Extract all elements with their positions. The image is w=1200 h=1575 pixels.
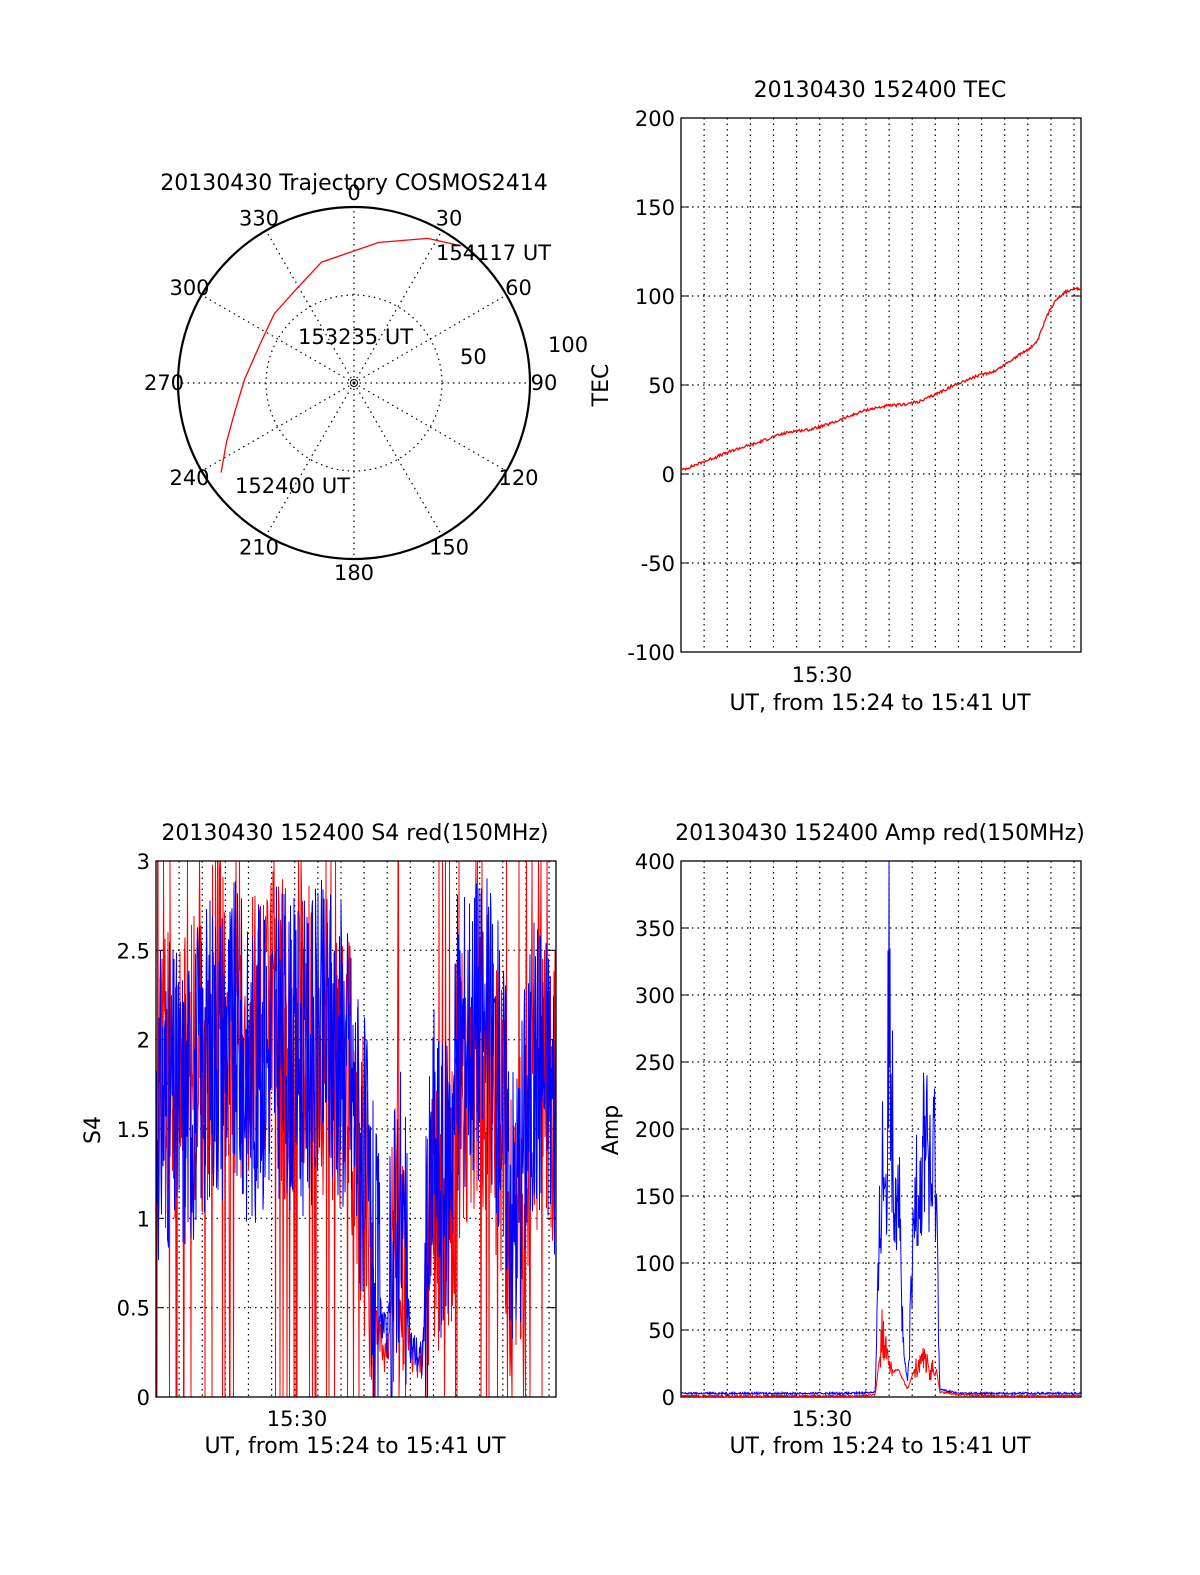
amp-ytick-label: 350 xyxy=(635,917,675,941)
tec-ytick-label: -50 xyxy=(641,552,675,576)
amp-xtick-label: 15:30 xyxy=(792,1407,853,1431)
polar-ring-label-100: 100 xyxy=(548,333,588,357)
tec-ytick-label: 50 xyxy=(648,374,675,398)
s4-xtick-label: 15:30 xyxy=(267,1407,328,1431)
polar-spoke xyxy=(353,382,507,472)
tec-ylabel: TEC xyxy=(589,364,614,408)
polar-azimuth-label: 240 xyxy=(169,466,209,490)
amp-ytick-label: 250 xyxy=(635,1051,675,1075)
tec-ytick-label: 150 xyxy=(635,196,675,220)
polar-spoke xyxy=(201,382,355,472)
amp-ytick-label: 50 xyxy=(648,1319,675,1343)
polar-spoke xyxy=(353,230,443,384)
polar-azimuth-label: 60 xyxy=(505,276,532,300)
polar-azimuth-label: 210 xyxy=(239,536,279,560)
polar-spoke xyxy=(201,294,355,384)
amp-ytick-label: 300 xyxy=(635,984,675,1008)
tec-panel: 20130430 152400 TEC -100-50050100150200 … xyxy=(589,78,1082,716)
polar-spoke xyxy=(265,230,355,384)
s4-ytick-labels: 0 0.5 1 1.5 2 2.5 3 xyxy=(117,850,150,1410)
polar-azimuth-label: 270 xyxy=(144,371,184,395)
s4-series-blue-line xyxy=(155,878,557,1398)
amp-series-red-line xyxy=(680,1309,1082,1399)
amp-panel: 20130430 152400 Amp red(150MHz) 0 50 100 15… xyxy=(599,821,1085,1459)
amp-ytick-label: 400 xyxy=(635,850,675,874)
amp-xlabel: UT, from 15:24 to 15:41 UT xyxy=(729,1434,1031,1459)
tec-plot-frame xyxy=(680,117,1082,653)
polar-title: 20130430 Trajectory COSMOS2414 xyxy=(160,171,547,196)
polar-time-label-end: 154117 UT xyxy=(436,241,551,265)
polar-azimuth-label: 300 xyxy=(169,276,209,300)
polar-azimuth-label: 330 xyxy=(239,207,279,231)
polar-spoke xyxy=(265,382,355,536)
polar-time-label-start: 152400 UT xyxy=(235,474,350,498)
amp-ytick-labels: 0 50 100 150 200 250 300 350 400 xyxy=(635,850,675,1410)
amp-series-blue-line xyxy=(680,860,1082,1397)
polar-spoke xyxy=(353,294,507,384)
tec-ytick-labels: -100 -50 0 50 100 150 200 xyxy=(627,107,675,665)
polar-ring-label-50: 50 xyxy=(460,345,487,369)
polar-trajectory-panel: 20130430 Trajectory COSMOS2414 0 30 60 90 12… xyxy=(144,171,588,585)
polar-azimuth-label: 180 xyxy=(334,561,374,585)
s4-ytick-label: 0.5 xyxy=(117,1297,150,1321)
amp-ytick-label: 100 xyxy=(635,1252,675,1276)
polar-outer-ring xyxy=(176,205,532,561)
polar-time-label-mid: 153235 UT xyxy=(298,325,413,349)
s4-series xyxy=(155,860,557,1398)
polar-azimuth-label: 150 xyxy=(429,536,469,560)
s4-xlabel: UT, from 15:24 to 15:41 UT xyxy=(204,1434,506,1459)
amp-ytick-label: 200 xyxy=(635,1118,675,1142)
polar-spoke xyxy=(353,382,443,536)
s4-panel: 20130430 152400 S4 red(150MHz) 0 0.5 1 1.5 2… xyxy=(81,821,557,1459)
tec-ytick-label: 0 xyxy=(662,463,675,487)
polar-azimuth-label: 120 xyxy=(498,466,538,490)
amp-ytick-label: 0 xyxy=(662,1386,675,1410)
tec-title: 20130430 152400 TEC xyxy=(754,78,1007,103)
s4-ytick-label: 0 xyxy=(137,1386,150,1410)
polar-azimuth-label: 0 xyxy=(347,181,360,205)
s4-ytick-label: 1.5 xyxy=(117,1118,150,1142)
s4-ytick-label: 2.5 xyxy=(117,939,150,963)
tec-grid xyxy=(681,117,1081,653)
polar-center-ring xyxy=(350,379,358,387)
amp-plot-frame xyxy=(680,860,1082,1398)
amp-series xyxy=(680,860,1082,1399)
s4-ytick-label: 3 xyxy=(137,850,150,874)
polar-spokes xyxy=(178,207,530,559)
s4-plot-frame xyxy=(155,860,557,1398)
tec-series-red-line xyxy=(680,285,1082,472)
tec-xtick-label: 15:30 xyxy=(792,663,853,687)
polar-azimuth-labels: 0 30 60 90 120 150 180 210 240 270 300 330 xyxy=(144,181,557,585)
tec-ytick-label: 100 xyxy=(635,285,675,309)
tec-series xyxy=(680,285,1082,472)
s4-ylabel: S4 xyxy=(81,1116,106,1144)
polar-track-line xyxy=(220,237,462,473)
amp-ylabel: Amp xyxy=(599,1105,624,1155)
amp-title: 20130430 152400 Amp red(150MHz) xyxy=(675,821,1085,846)
amp-grid xyxy=(681,860,1081,1398)
s4-ytick-label: 1 xyxy=(137,1207,150,1231)
amp-ytick-label: 150 xyxy=(635,1185,675,1209)
tec-ytick-label: 200 xyxy=(635,107,675,131)
polar-azimuth-label: 90 xyxy=(531,371,558,395)
polar-azimuth-label: 30 xyxy=(436,207,463,231)
s4-title: 20130430 152400 S4 red(150MHz) xyxy=(161,821,548,846)
s4-ytick-label: 2 xyxy=(137,1029,150,1053)
tec-xlabel: UT, from 15:24 to 15:41 UT xyxy=(729,691,1031,716)
tec-ytick-label: -100 xyxy=(627,641,675,665)
